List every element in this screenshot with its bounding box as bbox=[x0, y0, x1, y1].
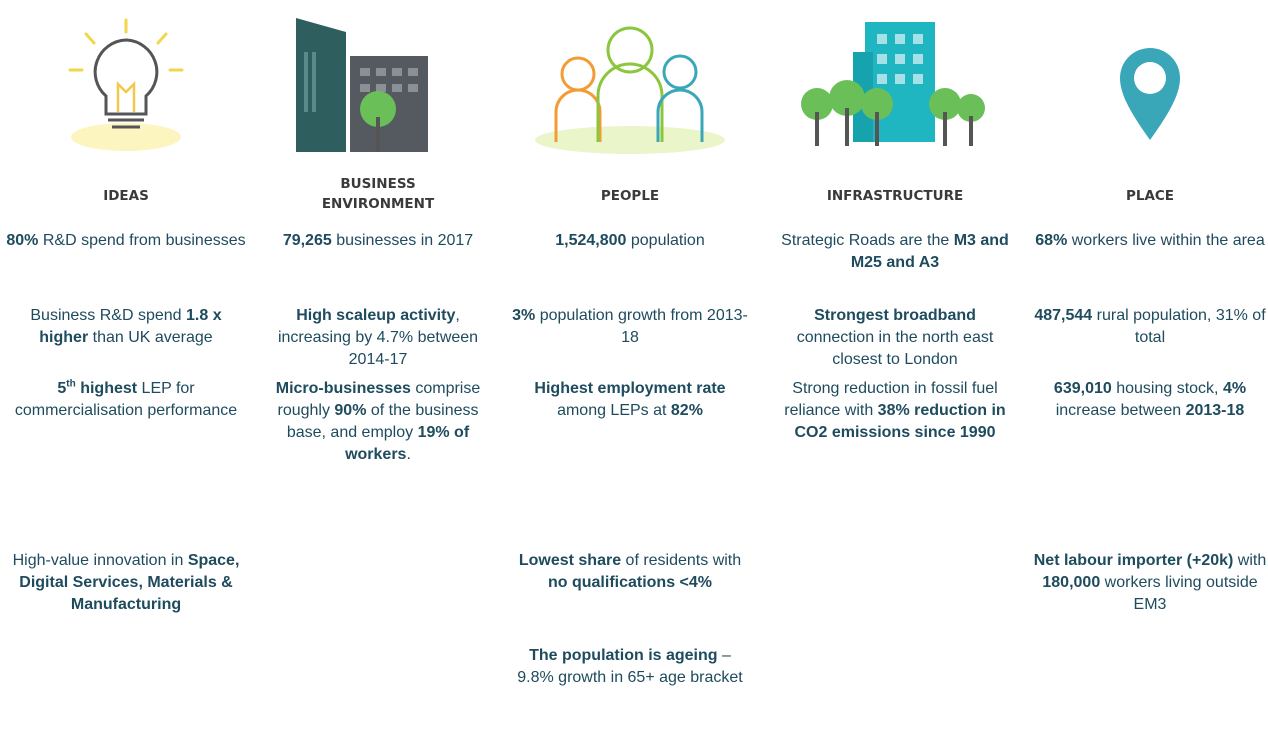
text: than UK average bbox=[88, 329, 213, 346]
city-trees-icon bbox=[801, 22, 985, 146]
text: R&D spend from businesses bbox=[38, 232, 246, 249]
bold-text: 5 bbox=[57, 380, 67, 397]
bold-text: 639,010 bbox=[1053, 380, 1112, 397]
bold-text: Strongest broadband bbox=[814, 307, 976, 324]
text: . bbox=[406, 446, 411, 463]
text: with bbox=[1233, 552, 1267, 569]
column: INFRASTRUCTURE Strategic Roads are the M3… bbox=[775, 0, 1015, 740]
text: comprise roughly bbox=[277, 380, 481, 419]
location-pin-icon bbox=[1120, 48, 1180, 140]
fact-paragraph: 80% R&D spend from businesses bbox=[6, 230, 246, 252]
fact-paragraph: 3% population growth from 2013-18 bbox=[510, 305, 750, 349]
bold-text: 1.8 x higher bbox=[39, 307, 222, 346]
text: businesses in 2017 bbox=[331, 232, 474, 249]
text: Business R&D spend bbox=[30, 307, 187, 324]
text: rural population, 31% of total bbox=[1092, 307, 1266, 346]
fact-paragraph: 639,010 housing stock, 4% increase betwe… bbox=[1030, 378, 1268, 422]
bold-text: 19% of workers bbox=[345, 424, 470, 463]
column-heading: IDEAS bbox=[103, 188, 149, 204]
column: BUSINESS ENVIRONMENT 79,265 businesses in… bbox=[258, 0, 498, 740]
fact-paragraph: 68% workers live within the area bbox=[1030, 230, 1268, 252]
bold-text: The population is ageing bbox=[529, 647, 718, 664]
fact-paragraph: Lowest share of residents with no qualif… bbox=[510, 550, 750, 594]
fact-paragraph: Strategic Roads are the M3 and M25 and A… bbox=[775, 230, 1015, 274]
fact-paragraph: High scaleup activity, increasing by 4.7… bbox=[258, 305, 498, 371]
lightbulb-icon bbox=[68, 18, 184, 151]
text: Strong reduction in fossil fuel reliance… bbox=[784, 380, 998, 419]
fact-paragraph: 5th highest LEP for commercialisation pe… bbox=[6, 378, 246, 422]
column: PLACE 68% workers live within the area 487… bbox=[1030, 0, 1268, 740]
bold-text: 2013-18 bbox=[1185, 402, 1245, 419]
bold-text: 4% bbox=[1222, 380, 1247, 397]
column-heading: INFRASTRUCTURE bbox=[826, 188, 964, 204]
bold-text: 79,265 bbox=[282, 232, 332, 249]
bold-text: Lowest share bbox=[518, 552, 622, 569]
fact-paragraph: Highest employment rate among LEPs at 82… bbox=[510, 378, 750, 422]
fact-paragraph: Strongest broadband connection in the no… bbox=[775, 305, 1015, 371]
text: population growth from 2013-18 bbox=[535, 307, 748, 346]
fact-paragraph: High-value innovation in Space, Digital … bbox=[6, 550, 246, 616]
bold-text: Micro-businesses bbox=[275, 380, 411, 397]
text: – 9.8% growth in 65+ age bracket bbox=[517, 647, 743, 686]
bold-text: M3 and M25 and A3 bbox=[850, 232, 1009, 271]
text: of the business base, and employ bbox=[286, 402, 479, 441]
text: High-value innovation in bbox=[12, 552, 188, 569]
text: housing stock, bbox=[1111, 380, 1223, 397]
bold-text: Net labour importer (+20k) bbox=[1033, 552, 1234, 569]
column-heading: BUSINESS ENVIRONMENT bbox=[321, 176, 435, 212]
column: PEOPLE 1,524,800 population 3% population … bbox=[510, 0, 750, 740]
text: Strategic Roads are the bbox=[781, 232, 954, 249]
bold-text: 180,000 bbox=[1042, 574, 1101, 591]
people-icon bbox=[535, 26, 725, 154]
bold-text: no qualifications <4% bbox=[547, 574, 713, 591]
bold-text: 487,544 bbox=[1034, 307, 1093, 324]
fact-paragraph: Net labour importer (+20k) with 180,000 … bbox=[1030, 550, 1268, 616]
bold-text: 68% bbox=[1035, 232, 1068, 249]
text: among LEPs at bbox=[557, 402, 671, 419]
text: increase between bbox=[1055, 402, 1186, 419]
bold-text: 3% bbox=[512, 307, 536, 324]
bold-text: 80% bbox=[6, 232, 39, 249]
fact-paragraph: 487,544 rural population, 31% of total bbox=[1030, 305, 1268, 349]
bold-text: Highest employment rate bbox=[534, 380, 726, 397]
buildings-icon bbox=[296, 18, 428, 152]
fact-paragraph: 1,524,800 population bbox=[510, 230, 750, 252]
column-heading: PEOPLE bbox=[600, 188, 660, 204]
bold-text: 38% reduction in CO2 emissions since 199… bbox=[794, 402, 1006, 441]
fact-paragraph: Business R&D spend 1.8 x higher than UK … bbox=[6, 305, 246, 349]
fact-paragraph: Micro-businesses comprise roughly 90% of… bbox=[258, 378, 498, 466]
bold-text: 1,524,800 bbox=[555, 232, 627, 249]
bold-text: High scaleup activity bbox=[296, 307, 456, 324]
bold-text: Space, Digital Services, Materials & Man… bbox=[19, 552, 240, 613]
column: IDEAS 80% R&D spend from businesses Busine… bbox=[6, 0, 246, 740]
bold-text: 82% bbox=[670, 402, 703, 419]
text: , increasing by 4.7% between 2014-17 bbox=[277, 307, 479, 368]
bold-text: highest bbox=[75, 380, 138, 397]
text: LEP for commercialisation performance bbox=[14, 380, 238, 419]
text: workers living outside EM3 bbox=[1100, 574, 1258, 613]
text: connection in the north east closest to … bbox=[796, 329, 994, 368]
column-heading: PLACE bbox=[1125, 188, 1175, 204]
text: workers live within the area bbox=[1067, 232, 1265, 249]
bold-text: th bbox=[66, 378, 76, 390]
text: of residents with bbox=[621, 552, 742, 569]
fact-paragraph: The population is ageing – 9.8% growth i… bbox=[510, 645, 750, 689]
text: population bbox=[626, 232, 705, 249]
bold-text: 90% bbox=[334, 402, 367, 419]
fact-paragraph: 79,265 businesses in 2017 bbox=[258, 230, 498, 252]
fact-paragraph: Strong reduction in fossil fuel reliance… bbox=[775, 378, 1015, 444]
